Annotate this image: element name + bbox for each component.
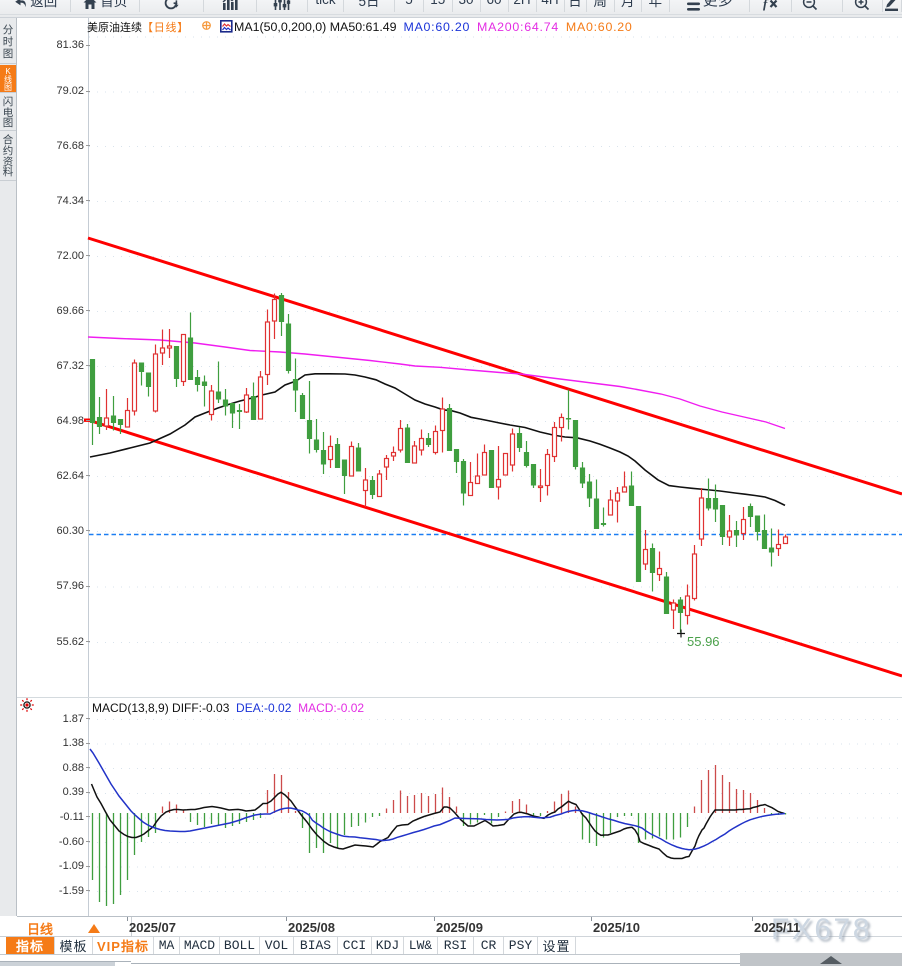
svg-text:f: f (763, 0, 769, 11)
